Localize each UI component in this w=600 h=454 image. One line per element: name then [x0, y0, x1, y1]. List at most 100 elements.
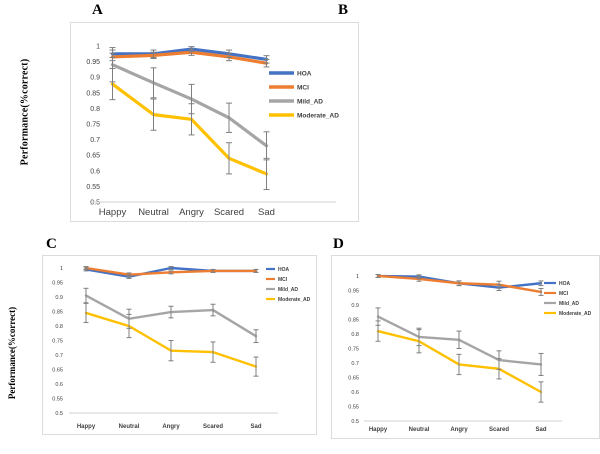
y-tick-label: 0.9 — [55, 295, 63, 301]
error-bar — [456, 353, 462, 376]
error-bar — [253, 329, 259, 344]
error-bar — [538, 381, 544, 403]
x-tick-label: Angry — [179, 207, 204, 218]
x-tick-label: Neutral — [409, 427, 430, 433]
panel-a-line-chart: 1 0.95 0.9 0.85 0.8 0.75 0.7 0.65 0.6 0.55 0.5 Happ… — [70, 22, 359, 222]
y-tick-label: 0.5 — [351, 419, 359, 425]
y-tick-label: 0.55 — [52, 396, 63, 402]
y-axis-label-panel-c: Performance(%correct) — [7, 306, 17, 400]
error-bar — [375, 320, 381, 342]
legend-label: Mild_AD — [559, 301, 579, 307]
error-bar — [416, 329, 422, 354]
y-tick-label: 0.65 — [86, 153, 100, 160]
error-bar — [263, 58, 270, 68]
x-tick-label: Scared — [203, 424, 223, 430]
error-bar — [263, 157, 270, 191]
error-bar — [83, 287, 89, 304]
y-tick-label: 1 — [356, 274, 359, 280]
panel-d-line-chart: 1 0.95 0.9 0.85 0.8 0.75 0.7 0.65 0.6 0.55 0.5 Happ… — [331, 255, 600, 439]
y-tick-label: 0.8 — [55, 324, 63, 330]
legend-label: HOA — [297, 70, 312, 77]
y-tick-label: 0.7 — [90, 137, 100, 144]
error-bar — [226, 102, 232, 133]
panel-label-c: C — [46, 236, 57, 252]
y-tick-label: 0.9 — [90, 75, 100, 82]
y-axis-label-panel-a: Performance(%correct) — [19, 58, 31, 166]
error-bar — [496, 280, 502, 289]
y-tick-label: 0.8 — [351, 332, 359, 338]
y-tick-label: 0.8 — [90, 106, 100, 113]
error-bar — [253, 356, 259, 377]
error-bar — [226, 142, 232, 175]
x-tick-label: Angry — [450, 427, 468, 433]
error-bar — [416, 276, 422, 282]
error-bar — [375, 274, 381, 278]
panel-label-b: B — [338, 2, 349, 18]
error-bar — [210, 268, 216, 273]
x-tick-label: Sad — [535, 427, 546, 433]
y-tick-label: 0.95 — [86, 59, 100, 66]
x-tick-label: Happy — [369, 427, 388, 433]
error-bar — [168, 305, 174, 319]
y-tick-label: 0.6 — [351, 390, 359, 396]
error-bar — [210, 303, 216, 317]
series-Mild_AD — [110, 63, 269, 148]
error-bar — [168, 270, 174, 275]
y-tick-label: 0.5 — [90, 199, 100, 206]
legend-label: MCI — [559, 291, 569, 297]
error-bar — [109, 67, 116, 101]
x-tick-label: Scared — [214, 207, 244, 218]
x-tick-label: Happy — [77, 424, 96, 430]
y-tick-label: 0.7 — [55, 353, 63, 359]
legend-label: HOA — [278, 267, 290, 273]
error-bar — [456, 330, 462, 349]
error-bar — [496, 358, 502, 380]
y-tick-label: 0.75 — [86, 121, 100, 128]
error-bar — [226, 52, 232, 62]
error-bar — [456, 280, 462, 287]
error-bar — [253, 268, 259, 273]
line-chart-svg-panel-a: 1 0.95 0.9 0.85 0.8 0.75 0.7 0.65 0.6 0.55 0.5Happ… — [86, 43, 339, 218]
error-bar — [126, 313, 132, 339]
error-bar — [126, 272, 132, 277]
y-tick-label: 0.5 — [55, 411, 63, 417]
error-bar — [538, 280, 544, 287]
panel-label-a: A — [92, 2, 103, 18]
y-tick-label: 0.7 — [351, 361, 359, 367]
panel-label-d: D — [333, 236, 344, 252]
x-tick-label: Angry — [162, 424, 180, 430]
error-bar — [150, 51, 157, 59]
error-bar — [188, 48, 195, 56]
legend-label: MCI — [278, 277, 288, 283]
error-bar — [150, 98, 157, 131]
line-chart-svg-panel-c: 1 0.95 0.9 0.85 0.8 0.75 0.7 0.65 0.6 0.55 0.5 Happ… — [52, 266, 311, 430]
error-bar — [188, 103, 195, 136]
y-tick-label: 0.75 — [52, 338, 63, 344]
legend-label: Mild_AD — [297, 98, 323, 105]
line-chart-svg-panel-d: 1 0.95 0.9 0.85 0.8 0.75 0.7 0.65 0.6 0.55 0.5 Happ… — [348, 274, 592, 433]
y-tick-label: 0.6 — [90, 168, 100, 175]
y-tick-label: 0.55 — [348, 404, 359, 410]
legend-label: Mild_AD — [278, 287, 298, 293]
y-tick-label: 0.9 — [351, 303, 359, 309]
y-tick-label: 0.85 — [86, 90, 100, 97]
y-tick-label: 0.85 — [52, 309, 63, 315]
legend-label: Moderate_AD — [278, 297, 311, 303]
legend-label: MCI — [297, 84, 309, 91]
legend-label: Moderate_AD — [559, 311, 592, 317]
x-tick-label: Neutral — [138, 207, 169, 218]
x-tick-label: Sad — [258, 207, 275, 218]
error-bar — [538, 352, 544, 376]
y-tick-label: 0.75 — [348, 346, 359, 352]
x-tick-label: Neutral — [119, 424, 140, 430]
y-tick-label: 0.85 — [348, 317, 359, 323]
error-bar — [538, 287, 544, 296]
y-tick-label: 1 — [96, 43, 100, 50]
y-tick-label: 0.65 — [348, 375, 359, 381]
y-tick-label: 0.65 — [52, 367, 63, 373]
y-tick-label: 0.95 — [348, 288, 359, 294]
error-bar — [168, 266, 174, 270]
legend-label: Moderate_AD — [297, 112, 339, 119]
error-bar — [168, 340, 174, 362]
